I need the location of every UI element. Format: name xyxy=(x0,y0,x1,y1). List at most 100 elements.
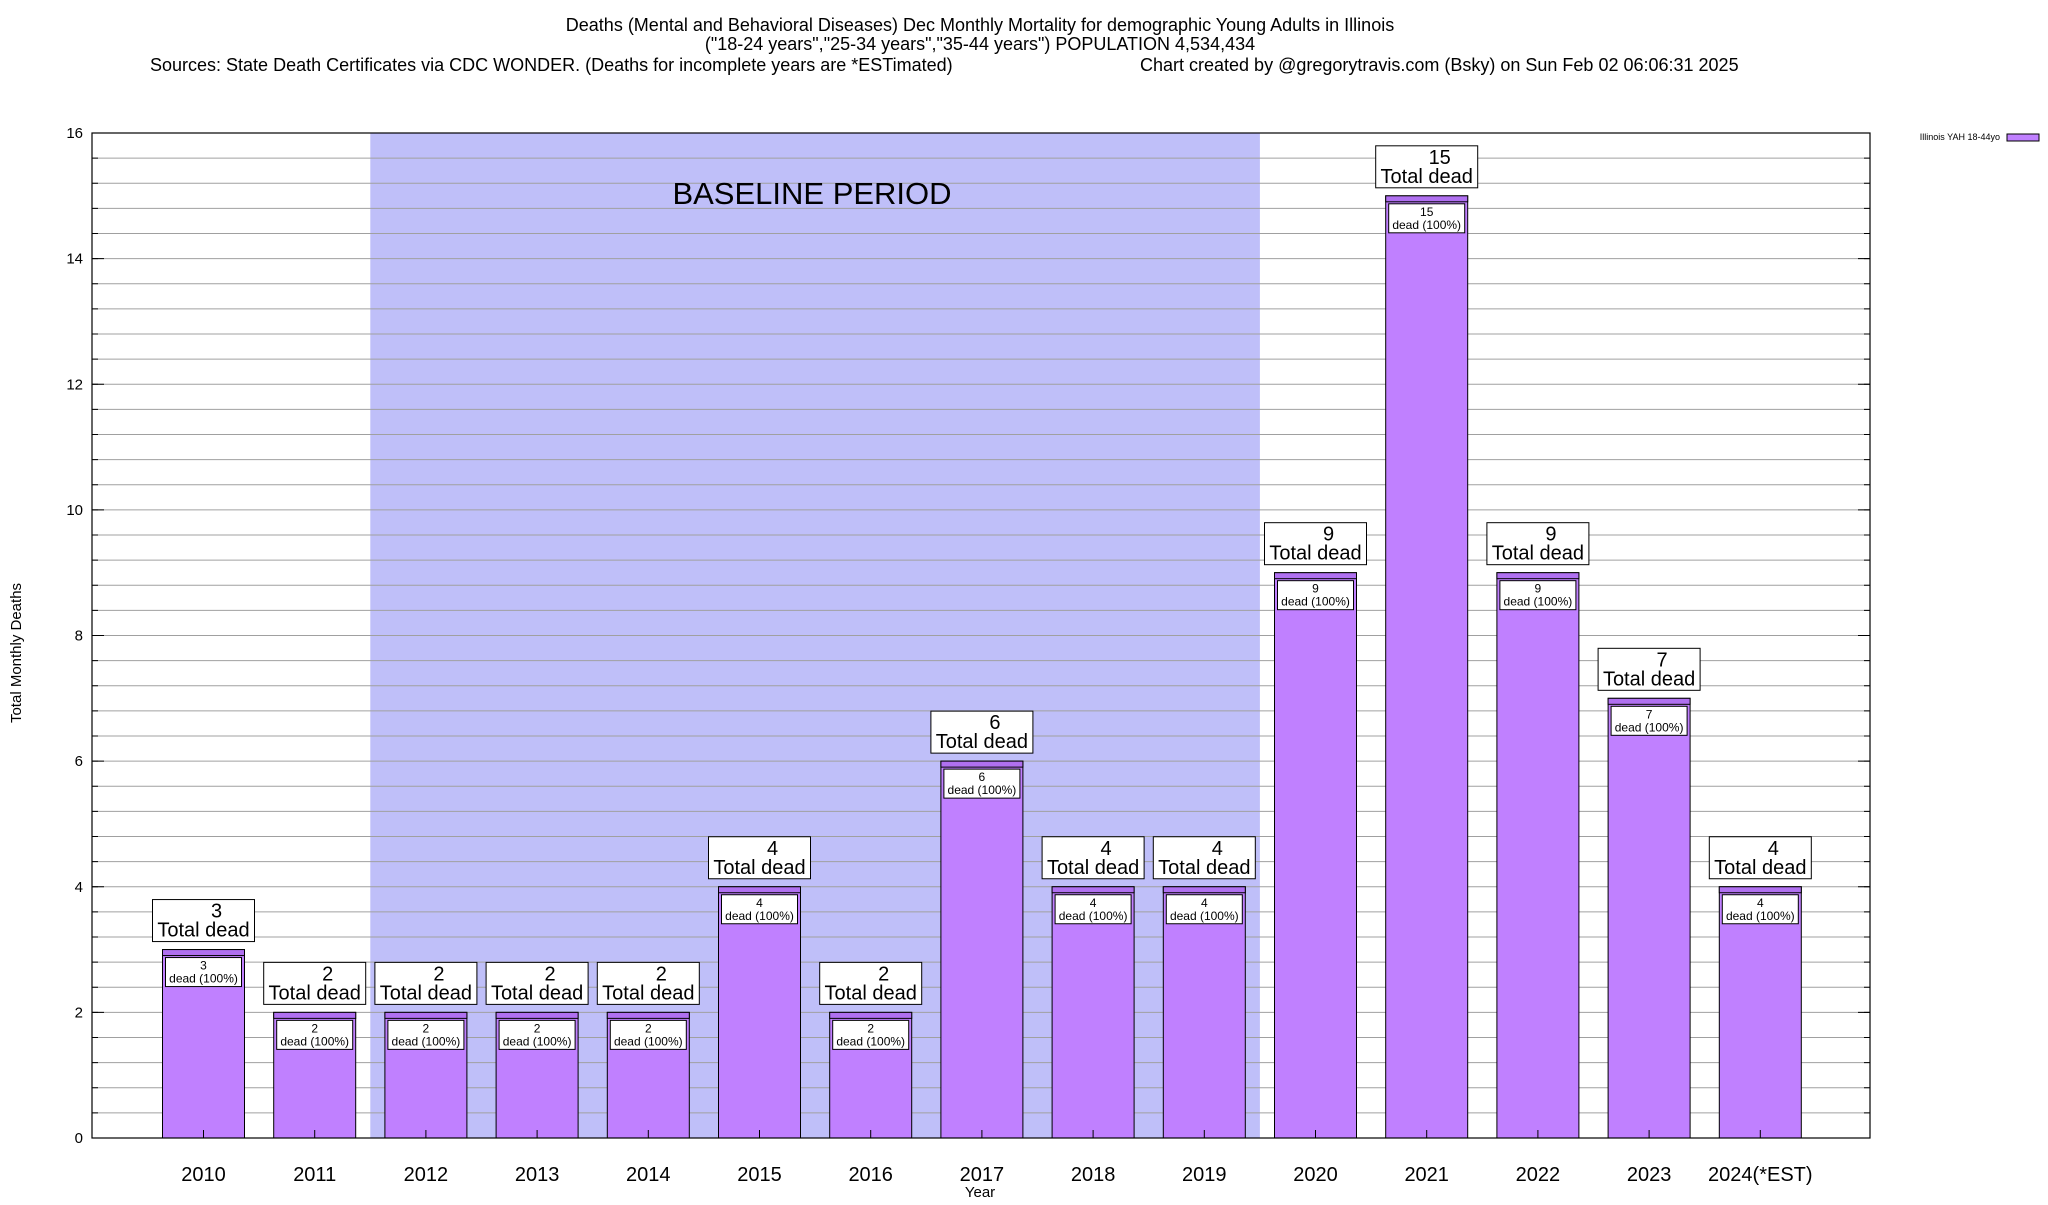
total-label-box xyxy=(152,899,255,943)
x-tick-label: 2013 xyxy=(515,1164,560,1186)
total-label-box xyxy=(263,961,367,1005)
x-tick-label: 2010 xyxy=(181,1164,226,1186)
inner-text-label: dead (100%) xyxy=(725,909,794,923)
y-tick-label: 6 xyxy=(75,753,83,770)
x-tick-label: 2012 xyxy=(404,1164,449,1186)
total-label-box xyxy=(1264,522,1367,566)
y-tick-label: 8 xyxy=(75,628,83,645)
bar xyxy=(1162,886,1246,1139)
inner-text-label: dead (100%) xyxy=(392,1034,461,1048)
bar-top-segment xyxy=(273,1011,357,1019)
inner-value-label: 4 xyxy=(1201,896,1208,910)
total-label-box xyxy=(819,961,923,1005)
chart-sources: Sources: State Death Certificates via CD… xyxy=(150,55,953,75)
total-label-box xyxy=(1486,522,1590,566)
x-tick-label: 2023 xyxy=(1627,1164,1672,1186)
inner-text-label: dead (100%) xyxy=(1059,909,1128,923)
total-text-label: Total dead xyxy=(713,857,805,879)
total-label-box xyxy=(930,710,1034,754)
inner-value-label: 2 xyxy=(311,1021,318,1035)
total-value-label: 6 xyxy=(989,712,1000,734)
total-value-label: 9 xyxy=(1545,524,1556,546)
total-text-label: Total dead xyxy=(1047,857,1139,879)
bar xyxy=(940,760,1024,1139)
total-text-label: Total dead xyxy=(825,982,917,1004)
total-value-label: 2 xyxy=(433,963,444,985)
y-tick-label: 12 xyxy=(66,376,83,393)
inner-text-label: dead (100%) xyxy=(169,972,238,986)
legend: Illinois YAH 18-44yo xyxy=(1920,132,2040,142)
total-text-label: Total dead xyxy=(157,920,249,942)
inner-label-box xyxy=(1277,580,1354,611)
inner-label-box xyxy=(721,894,798,925)
chart-text: Deaths (Mental and Behavioral Diseases) … xyxy=(8,15,2040,1201)
legend-label: Illinois YAH 18-44yo xyxy=(1920,132,2000,142)
inner-value-label: 15 xyxy=(1420,205,1434,219)
total-text-label: Total dead xyxy=(936,731,1028,753)
bar xyxy=(1274,572,1357,1139)
bar xyxy=(1385,195,1469,1139)
bar-top-segment xyxy=(1051,886,1135,894)
axes: 0 2 4 6 8 10 12 14 16 2010 2011 2012 2013 2014 2015 201… xyxy=(66,125,1871,1186)
inner-text-label: dead (100%) xyxy=(1615,720,1684,734)
inner-label-box xyxy=(943,768,1021,799)
total-value-label: 2 xyxy=(878,963,889,985)
inner-value-label: 4 xyxy=(1757,896,1764,910)
total-value-label: 4 xyxy=(1212,838,1223,860)
bar-top-segment xyxy=(1274,572,1357,580)
legend-swatch xyxy=(2006,133,2040,142)
inner-text-label: dead (100%) xyxy=(1504,595,1573,609)
total-value-label: 7 xyxy=(1657,649,1668,671)
total-label-box xyxy=(1152,836,1256,880)
inner-label-box xyxy=(387,1019,465,1050)
inner-value-label: 4 xyxy=(756,896,763,910)
inner-label-box xyxy=(165,957,242,988)
total-label-box xyxy=(1708,836,1812,880)
inner-value-label: 2 xyxy=(867,1021,874,1035)
total-value-label: 4 xyxy=(767,838,778,860)
bar xyxy=(718,886,801,1139)
bar-top-segment xyxy=(829,1011,913,1019)
total-value-label: 15 xyxy=(1429,147,1451,169)
inner-label-box xyxy=(498,1019,576,1050)
inner-text-label: dead (100%) xyxy=(614,1034,683,1048)
inner-label-box xyxy=(1721,894,1799,925)
total-label-box xyxy=(1375,145,1479,189)
x-tick-label: 2011 xyxy=(293,1164,336,1186)
y-axis-label: Total Monthly Deaths xyxy=(8,583,25,723)
chart-subtitle: ("18-24 years","25-34 years","35-44 year… xyxy=(705,34,1255,54)
total-label-box xyxy=(596,961,700,1005)
bar-top-segment xyxy=(940,760,1024,768)
inner-label-box xyxy=(276,1019,354,1050)
bar xyxy=(1607,697,1691,1139)
total-value-label: 2 xyxy=(656,963,667,985)
total-text-label: Total dead xyxy=(269,982,361,1004)
inner-value-label: 9 xyxy=(1312,582,1319,596)
inner-value-label: 2 xyxy=(534,1021,541,1035)
inner-value-label: 2 xyxy=(423,1021,430,1035)
bar-top-segment xyxy=(495,1011,579,1019)
total-value-label: 3 xyxy=(211,901,222,923)
inner-text-label: dead (100%) xyxy=(1726,909,1795,923)
total-value-label: 4 xyxy=(1101,838,1112,860)
inner-label-box xyxy=(609,1019,687,1050)
bar xyxy=(1051,886,1135,1139)
inner-value-label: 7 xyxy=(1646,707,1653,721)
y-tick-label: 2 xyxy=(75,1004,83,1021)
bar-top-segment xyxy=(1718,886,1802,894)
x-tick-label: 2015 xyxy=(737,1164,782,1186)
inner-label-box xyxy=(1165,894,1243,925)
chart-credit: Chart created by @gregorytravis.com (Bsk… xyxy=(1140,55,1739,75)
inner-text-label: dead (100%) xyxy=(948,783,1017,797)
bar-top-segment xyxy=(1162,886,1246,894)
inner-label-box xyxy=(1054,894,1132,925)
plot-frame xyxy=(91,132,1871,1139)
x-tick-label: 2024(*EST) xyxy=(1708,1164,1813,1186)
total-value-label: 2 xyxy=(322,963,333,985)
inner-text-label: dead (100%) xyxy=(503,1034,572,1048)
total-label-box xyxy=(1597,647,1701,691)
x-tick-label: 2017 xyxy=(960,1164,1005,1186)
total-value-label: 4 xyxy=(1768,838,1779,860)
